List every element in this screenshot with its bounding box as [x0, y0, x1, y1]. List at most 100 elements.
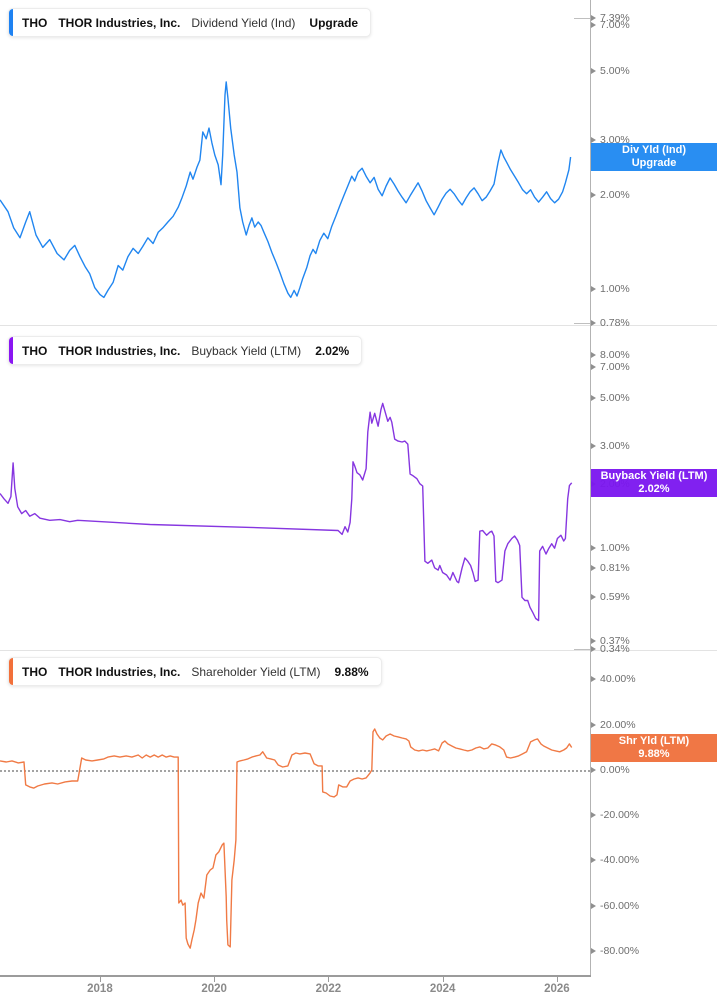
- chip-accent-bar: [9, 337, 13, 364]
- tick-arrow-icon: [591, 364, 596, 371]
- y-axis-tick: 0.37%: [591, 635, 630, 647]
- y-axis-tick-label: 0.34%: [600, 642, 630, 655]
- y-axis-tick-label: 0.78%: [600, 316, 630, 329]
- badge-metric-label: Div Yld (Ind): [622, 143, 686, 156]
- chip-metric: Buyback Yield (LTM): [191, 343, 302, 358]
- y-axis-tick: -40.00%: [591, 854, 639, 866]
- tick-arrow-icon: [591, 645, 596, 652]
- tick-arrow-icon: [591, 594, 596, 601]
- y-axis-tick-label: 2.00%: [600, 189, 630, 202]
- tick-arrow-icon: [591, 721, 596, 728]
- x-axis-tick: [556, 977, 558, 982]
- tick-arrow-icon: [591, 766, 596, 773]
- y-axis-tick-label: 0.37%: [600, 634, 630, 647]
- y-axis-tick: 0.78%: [591, 317, 630, 329]
- series-line-shareholder-yield: [0, 728, 573, 949]
- badge-metric-label: Buyback Yield (LTM): [600, 469, 708, 482]
- x-axis-year-label: 2026: [544, 983, 570, 995]
- tick-arrow-icon: [591, 812, 596, 819]
- chip-ticker: THO: [22, 343, 48, 358]
- series-line-buyback-yield: [0, 402, 573, 622]
- chip-metric: Shareholder Yield (LTM): [191, 664, 321, 679]
- tick-arrow-icon: [591, 67, 596, 74]
- x-axis-year-label: 2018: [87, 983, 113, 995]
- y-axis-tick: -60.00%: [591, 900, 639, 912]
- series-line-dividend-yield: [0, 81, 572, 299]
- y-axis-tick: 40.00%: [591, 673, 636, 685]
- y-axis-tick-label: 5.00%: [600, 392, 630, 405]
- x-axis-year-label: 2020: [201, 983, 227, 995]
- tick-arrow-icon: [591, 948, 596, 954]
- x-axis-tick: [328, 977, 330, 982]
- y-axis-tick-label: 3.00%: [600, 439, 630, 452]
- y-axis-tick: 3.00%: [591, 440, 630, 452]
- chip-shareholder-yield[interactable]: THO THOR Industries, Inc. Shareholder Yi…: [8, 657, 382, 686]
- badge-div-yld: Div Yld (Ind) Upgrade: [591, 142, 717, 171]
- y-axis-tick-label: 8.00%: [600, 348, 630, 361]
- y-axis-tick-label: 20.00%: [600, 718, 636, 731]
- tick-arrow-icon: [591, 564, 596, 571]
- badge-shr-yld: Shr Yld (LTM) 9.88%: [591, 733, 717, 762]
- chip-accent-bar: [9, 658, 13, 685]
- chip-value: Upgrade: [309, 15, 359, 30]
- y-axis-tick-label: -80.00%: [600, 945, 640, 957]
- chart-panel-dividend-yield[interactable]: [0, 0, 590, 325]
- x-axis-tick: [99, 977, 101, 982]
- tick-arrow-icon: [591, 902, 596, 909]
- y-axis-line: [590, 0, 591, 975]
- badge-metric-label: Shr Yld (LTM): [618, 734, 690, 747]
- y-axis-tick-label: 7.00%: [600, 19, 630, 32]
- y-axis-tick-label: 5.00%: [600, 64, 630, 77]
- chart-panel-buyback-yield[interactable]: [0, 325, 590, 650]
- chip-company: THOR Industries, Inc.: [58, 664, 181, 679]
- x-axis-year-label: 2022: [315, 983, 342, 995]
- chip-buyback-yield[interactable]: THO THOR Industries, Inc. Buyback Yield …: [8, 336, 363, 365]
- y-axis-tick: 20.00%: [591, 719, 636, 731]
- panel-separator: [0, 650, 717, 651]
- chip-accent-bar: [9, 9, 13, 36]
- badge-value-label: 9.88%: [638, 747, 670, 760]
- tick-arrow-icon: [591, 442, 596, 449]
- y-axis-tick: 0.81%: [591, 562, 630, 574]
- y-axis-tick: -80.00%: [591, 945, 639, 957]
- tick-arrow-icon: [591, 319, 596, 326]
- y-axis-tick-label: 7.39%: [600, 12, 630, 24]
- minmax-marker-line: [574, 648, 590, 650]
- y-axis-tick: 1.00%: [591, 542, 630, 554]
- y-axis-tick: 0.59%: [591, 591, 630, 603]
- tick-arrow-icon: [591, 192, 596, 199]
- minmax-marker-line: [574, 322, 590, 324]
- badge-value-label: Upgrade: [631, 156, 677, 169]
- y-axis-tick-label: 7.00%: [600, 361, 630, 374]
- y-axis-tick: 7.39%: [591, 12, 630, 24]
- x-axis-year-label: 2024: [429, 983, 456, 995]
- y-axis-tick: 5.00%: [591, 392, 630, 404]
- y-axis-tick: 0.00%: [591, 764, 630, 776]
- y-axis-tick: -20.00%: [591, 809, 639, 821]
- chip-dividend-yield[interactable]: THO THOR Industries, Inc. Dividend Yield…: [8, 8, 372, 37]
- chart-panel-shareholder-yield[interactable]: [0, 650, 590, 975]
- chip-value: 9.88%: [334, 664, 369, 679]
- chip-company: THOR Industries, Inc.: [58, 15, 181, 30]
- y-axis-tick: 0.34%: [591, 643, 630, 655]
- tick-arrow-icon: [591, 286, 596, 293]
- y-axis-tick: 1.00%: [591, 283, 630, 295]
- tick-arrow-icon: [591, 545, 596, 552]
- tick-arrow-icon: [591, 637, 596, 644]
- y-axis-tick: 7.00%: [591, 361, 630, 373]
- tick-arrow-icon: [591, 857, 596, 864]
- tick-arrow-icon: [591, 137, 596, 144]
- badge-buyback-yield: Buyback Yield (LTM) 2.02%: [591, 468, 717, 497]
- y-axis-tick-label: -40.00%: [600, 854, 640, 867]
- panel-separator: [0, 325, 717, 326]
- chip-ticker: THO: [22, 664, 48, 679]
- tick-arrow-icon: [591, 395, 596, 402]
- y-axis-tick: 2.00%: [591, 189, 630, 201]
- chip-company: THOR Industries, Inc.: [58, 343, 181, 358]
- tick-arrow-icon: [591, 351, 596, 358]
- y-axis-tick: 8.00%: [591, 349, 630, 361]
- y-axis-tick-label: -20.00%: [600, 809, 640, 822]
- y-axis-tick-label: 1.00%: [600, 542, 630, 555]
- chip-metric: Dividend Yield (Ind): [191, 15, 296, 30]
